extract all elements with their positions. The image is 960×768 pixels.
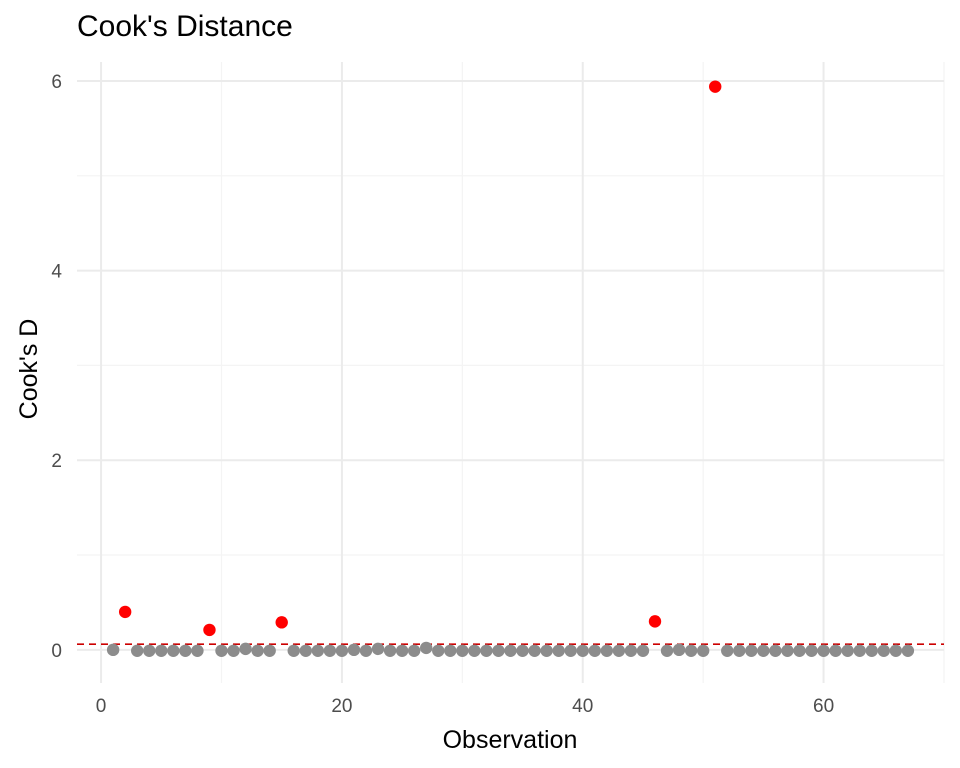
data-point-20 xyxy=(335,644,349,657)
y-axis-title: Cook's D xyxy=(15,319,43,420)
data-point-63 xyxy=(853,644,866,657)
data-point-33 xyxy=(492,644,505,657)
data-point-6 xyxy=(167,644,180,657)
data-point-31 xyxy=(468,644,481,657)
data-point-18 xyxy=(311,644,325,657)
y-tick-label-2: 2 xyxy=(51,451,62,472)
influential-point-15 xyxy=(275,616,288,629)
influential-point-9 xyxy=(203,623,216,637)
data-point-30 xyxy=(456,644,469,657)
data-point-36 xyxy=(528,644,541,657)
influential-point-46 xyxy=(648,615,662,628)
data-point-37 xyxy=(540,644,553,657)
data-point-43 xyxy=(612,644,626,657)
data-point-22 xyxy=(359,644,373,657)
x-tick-label-0: 0 xyxy=(96,696,107,717)
data-point-61 xyxy=(829,644,842,657)
data-point-3 xyxy=(131,644,144,657)
data-point-28 xyxy=(432,644,445,657)
data-point-58 xyxy=(793,644,806,657)
data-point-4 xyxy=(143,644,156,657)
data-point-29 xyxy=(444,644,457,657)
x-tick-label-40: 40 xyxy=(572,696,593,717)
data-point-32 xyxy=(480,644,493,657)
x-tick-label-20: 20 xyxy=(331,696,352,717)
y-tick-label-0: 0 xyxy=(51,641,62,662)
data-point-10 xyxy=(215,644,228,657)
data-point-48 xyxy=(672,643,686,657)
data-point-24 xyxy=(383,644,397,657)
data-point-54 xyxy=(745,644,758,657)
y-axis-ticks: 0 2 4 6 xyxy=(51,72,62,662)
data-point-35 xyxy=(516,644,529,657)
data-point-17 xyxy=(299,644,312,657)
x-tick-label-60: 60 xyxy=(813,696,834,717)
data-point-13 xyxy=(251,644,264,657)
data-point-62 xyxy=(841,644,854,657)
data-point-27 xyxy=(420,641,433,655)
influential-point-2 xyxy=(118,605,132,619)
data-point-1 xyxy=(106,643,120,657)
grid-lines xyxy=(77,62,945,683)
data-point-50 xyxy=(696,644,710,657)
data-point-8 xyxy=(191,644,204,657)
data-point-60 xyxy=(817,644,830,657)
data-point-64 xyxy=(865,644,878,657)
data-point-26 xyxy=(407,644,421,657)
data-point-53 xyxy=(733,644,746,657)
data-points xyxy=(106,80,915,657)
data-point-5 xyxy=(155,644,168,657)
data-point-45 xyxy=(636,644,650,657)
data-point-40 xyxy=(576,644,589,657)
data-point-34 xyxy=(504,644,517,657)
chart-title: Cook's Distance xyxy=(77,10,293,43)
data-point-25 xyxy=(395,644,409,657)
data-point-14 xyxy=(263,644,276,657)
data-point-65 xyxy=(877,644,890,657)
y-tick-label-4: 4 xyxy=(51,262,62,283)
data-point-52 xyxy=(721,644,734,657)
influential-point-51 xyxy=(709,80,722,93)
data-point-47 xyxy=(660,644,674,657)
x-axis-ticks: 0 20 40 60 xyxy=(96,696,834,717)
data-point-56 xyxy=(769,644,782,657)
data-point-38 xyxy=(552,644,565,657)
data-point-57 xyxy=(781,644,794,657)
data-point-21 xyxy=(347,643,361,657)
data-point-55 xyxy=(757,644,770,657)
data-point-42 xyxy=(600,644,614,657)
data-point-39 xyxy=(564,644,577,657)
data-point-19 xyxy=(323,644,337,657)
data-point-66 xyxy=(889,644,903,657)
data-point-12 xyxy=(239,642,252,656)
data-point-59 xyxy=(805,644,818,657)
data-point-11 xyxy=(227,644,240,657)
data-point-7 xyxy=(179,644,192,657)
y-tick-label-6: 6 xyxy=(51,72,62,93)
data-point-49 xyxy=(684,644,698,657)
data-point-67 xyxy=(901,644,915,657)
data-point-44 xyxy=(624,644,638,657)
x-axis-title: Observation xyxy=(443,726,578,754)
data-point-16 xyxy=(287,644,300,657)
data-point-23 xyxy=(371,642,385,656)
data-point-41 xyxy=(588,644,601,657)
